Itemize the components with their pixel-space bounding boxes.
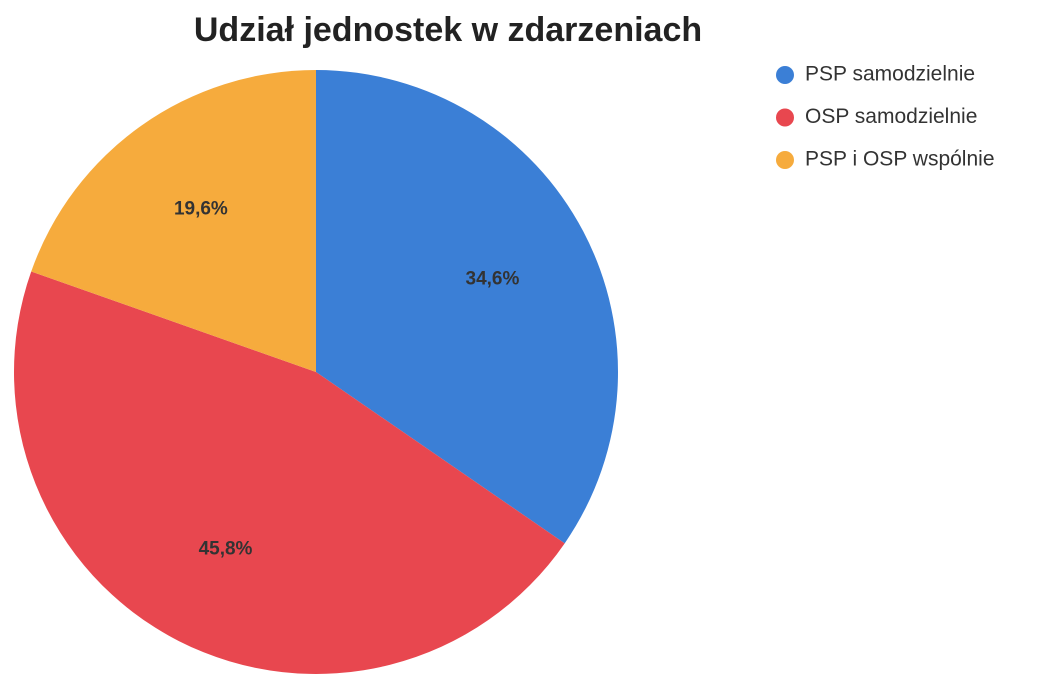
pie-slice xyxy=(13,271,565,674)
pie-slice xyxy=(316,70,619,544)
pie-slice xyxy=(31,70,316,372)
legend-label: PSP i OSP wspólnie xyxy=(805,148,995,171)
chart-title: Udział jednostek w zdarzeniach xyxy=(194,11,702,49)
legend-swatch xyxy=(776,66,794,84)
legend-label: OSP samodzielnie xyxy=(805,105,977,128)
data-label: 34,6% xyxy=(466,268,520,289)
legend-label: PSP samodzielnie xyxy=(805,63,975,86)
legend-swatch xyxy=(776,151,794,169)
legend-swatch xyxy=(776,108,794,127)
data-label: 45,8% xyxy=(199,539,253,560)
data-label: 19,6% xyxy=(174,198,228,219)
